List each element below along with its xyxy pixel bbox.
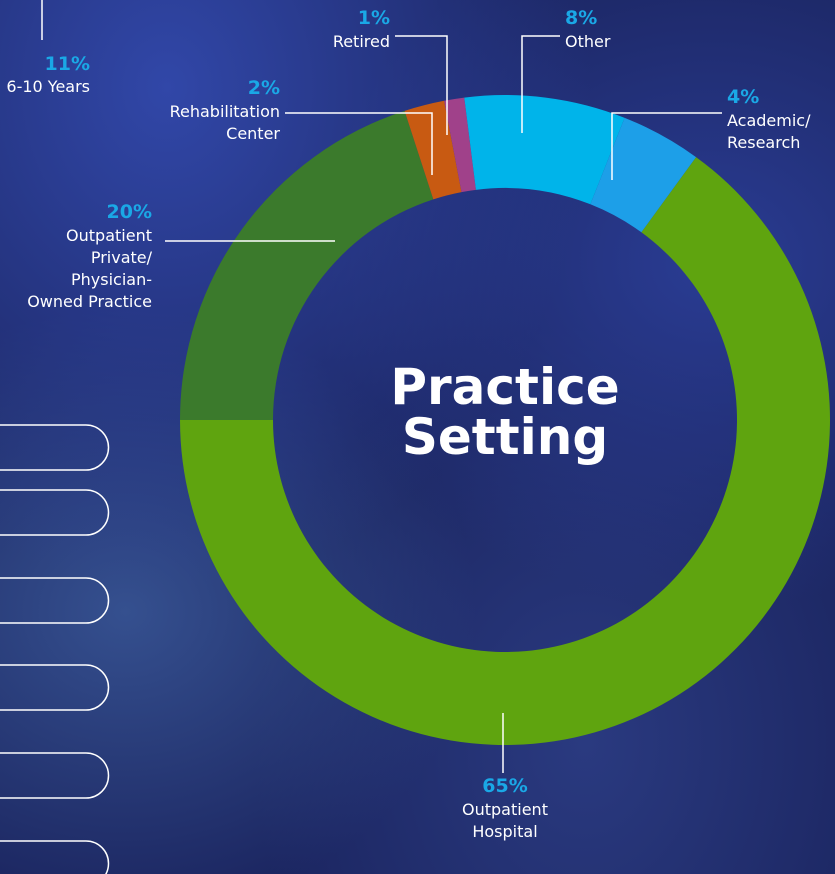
fragment-label: 6-10 Years (6, 77, 90, 96)
pill (0, 752, 110, 799)
donut-segment (180, 157, 830, 746)
pill (0, 489, 110, 536)
category-label: Retired (332, 32, 390, 51)
value-label: 4% (727, 86, 760, 108)
donut-segment (590, 117, 697, 233)
pill (0, 664, 110, 711)
category-label: Rehabilitation Center (169, 102, 280, 143)
value-label: 1% (357, 7, 390, 29)
category-label: Academic/ Research (727, 111, 811, 152)
chart-title: Practice Setting (390, 358, 620, 466)
value-label: 65% (482, 775, 528, 797)
fragment-percent: 11% (44, 53, 90, 75)
leader-line (395, 35, 448, 135)
pill (0, 577, 110, 624)
value-label: 20% (106, 201, 152, 223)
value-label: 2% (247, 77, 280, 99)
pill (0, 424, 110, 471)
donut-segment (464, 94, 625, 205)
pill (0, 840, 110, 874)
leader-line (611, 112, 722, 180)
value-label: 8% (565, 7, 598, 29)
leader-line (285, 112, 433, 175)
donut-segment (444, 97, 476, 193)
donut-segment (180, 110, 434, 421)
category-label: Outpatient Hospital (462, 800, 548, 841)
leader-line (521, 35, 560, 133)
category-label: Other (565, 32, 611, 51)
category-label: Outpatient Private/ Physician- Owned Pra… (27, 226, 152, 311)
decorations (0, 0, 110, 874)
